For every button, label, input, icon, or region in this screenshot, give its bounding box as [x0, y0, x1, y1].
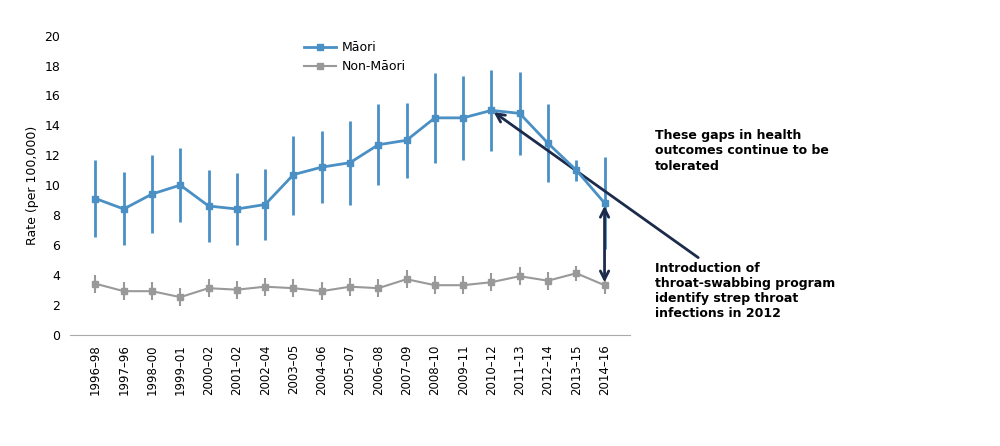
Text: Introduction of
throat-swabbing program
identify strep throat
infections in 2012: Introduction of throat-swabbing program … — [496, 114, 835, 320]
Text: These gaps in health
outcomes continue to be
tolerated: These gaps in health outcomes continue t… — [655, 129, 829, 173]
Y-axis label: Rate (per 100,000): Rate (per 100,000) — [26, 125, 39, 245]
Legend: Māori, Non-Māori: Māori, Non-Māori — [299, 36, 411, 78]
